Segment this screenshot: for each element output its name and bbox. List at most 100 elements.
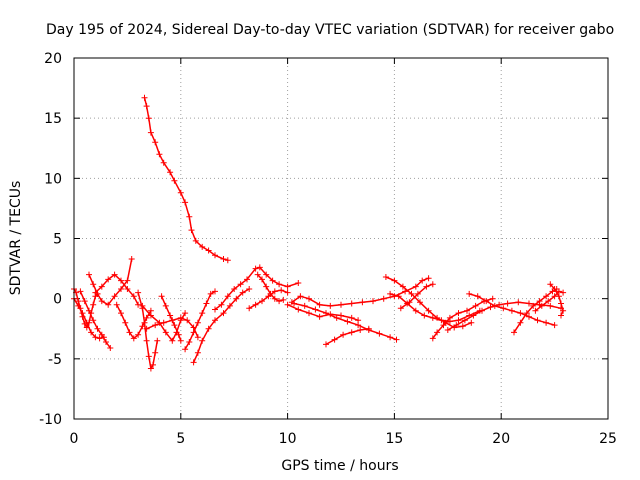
data-point (147, 365, 154, 372)
series-track-24 (429, 295, 496, 342)
x-tick-label: 25 (599, 431, 617, 447)
data-point (96, 335, 103, 342)
data-point (126, 329, 133, 336)
data-point (344, 318, 351, 325)
data-point (244, 276, 250, 283)
data-point (500, 305, 507, 312)
data-point (199, 243, 206, 250)
y-tick-label: -5 (48, 352, 62, 368)
data-point (118, 286, 124, 292)
data-point (212, 306, 218, 313)
series-line (192, 288, 250, 364)
data-point (212, 288, 218, 295)
data-point (472, 302, 479, 309)
data-point (162, 302, 169, 309)
data-point (536, 298, 543, 305)
data-point (205, 325, 212, 332)
data-point (252, 265, 259, 272)
data-point (444, 327, 451, 333)
data-point (94, 325, 101, 332)
series-track-23 (397, 281, 436, 312)
data-point (135, 301, 142, 308)
data-point (177, 189, 184, 196)
data-point (271, 295, 278, 302)
data-point (186, 339, 193, 345)
data-point (511, 329, 517, 336)
data-point (107, 345, 114, 351)
data-point (429, 281, 436, 288)
data-point (263, 283, 270, 290)
data-point (83, 319, 90, 326)
data-point (429, 335, 436, 342)
data-point (423, 283, 430, 290)
data-point (158, 293, 165, 300)
data-point (141, 94, 148, 101)
y-tick-label: 5 (53, 232, 62, 248)
data-point (190, 359, 197, 366)
data-point (256, 264, 263, 271)
data-point (143, 103, 150, 110)
y-tick-label: -10 (39, 412, 62, 428)
data-point (111, 293, 118, 300)
data-point (130, 335, 137, 342)
data-point (199, 337, 206, 344)
data-point (534, 317, 541, 324)
series-line (143, 96, 229, 261)
data-point (491, 302, 498, 309)
data-point (425, 275, 432, 282)
data-point (90, 301, 97, 308)
data-point (171, 322, 178, 329)
data-point (246, 305, 253, 312)
data-point (212, 252, 218, 259)
series-line (184, 290, 216, 350)
data-point (218, 301, 225, 308)
data-point (414, 290, 421, 297)
series-line (389, 293, 481, 323)
series-track-9 (139, 302, 189, 344)
data-point (468, 319, 475, 326)
data-point (555, 293, 562, 300)
data-point (124, 277, 131, 284)
series-track-28 (532, 288, 567, 314)
data-point (291, 300, 297, 307)
data-point (406, 299, 413, 306)
data-point (331, 336, 338, 343)
data-point (306, 295, 312, 302)
series-track-27 (511, 286, 560, 336)
data-point (515, 299, 522, 306)
series-track-5 (92, 271, 142, 308)
series-track-20 (323, 325, 372, 348)
data-point (259, 298, 265, 305)
x-tick-label: 0 (70, 431, 79, 447)
data-point (470, 312, 477, 319)
x-tick-labels: 0 5 10 15 20 25 (70, 431, 617, 447)
data-point (203, 300, 210, 307)
series-track-12 (182, 288, 218, 353)
series-track-14 (212, 264, 302, 313)
data-point (224, 257, 231, 264)
data-point (152, 139, 159, 146)
data-point (177, 337, 184, 344)
data-point (421, 312, 428, 319)
data-point (333, 314, 340, 321)
data-point (98, 283, 105, 290)
data-point (220, 256, 227, 262)
data-point (239, 289, 246, 296)
data-point (538, 302, 545, 309)
data-point (81, 298, 88, 305)
data-point (338, 301, 344, 308)
series-track-13 (190, 286, 253, 366)
data-point (152, 349, 159, 356)
data-point (419, 277, 426, 284)
plot-area (71, 94, 567, 372)
data-point (395, 293, 402, 300)
data-point (92, 334, 99, 341)
data-point (190, 329, 197, 336)
data-point (182, 310, 189, 317)
data-point (88, 329, 95, 336)
series-track-29 (547, 281, 567, 319)
series-track-10 (143, 314, 201, 341)
x-tick-label: 5 (176, 431, 185, 447)
data-point (370, 298, 376, 305)
data-point (543, 319, 550, 326)
